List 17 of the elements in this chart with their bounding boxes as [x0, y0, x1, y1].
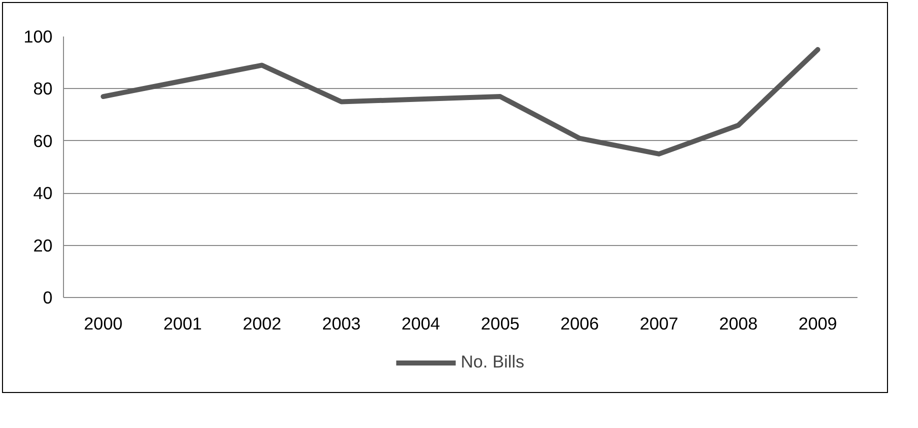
- x-tick-label: 2009: [798, 314, 838, 334]
- y-tick-label: 0: [42, 288, 53, 308]
- y-tick-label: 80: [33, 78, 53, 99]
- x-tick-label: 2005: [480, 314, 520, 334]
- x-tick-label: 2002: [242, 314, 282, 334]
- x-tick-label: 2007: [640, 314, 678, 334]
- x-tick-label: 2001: [163, 314, 202, 334]
- y-tick-label: 20: [33, 235, 53, 256]
- y-tick-label: 100: [24, 26, 53, 46]
- x-tick-label: 2008: [719, 314, 758, 334]
- x-tick-label: 2004: [402, 314, 440, 334]
- legend-label: No. Bills: [460, 352, 524, 372]
- x-tick-label: 2003: [322, 314, 361, 334]
- y-tick-label: 40: [33, 183, 53, 204]
- y-tick-label: 60: [33, 130, 53, 151]
- x-tick-label: 2000: [84, 314, 122, 334]
- x-tick-label: 2006: [560, 314, 599, 334]
